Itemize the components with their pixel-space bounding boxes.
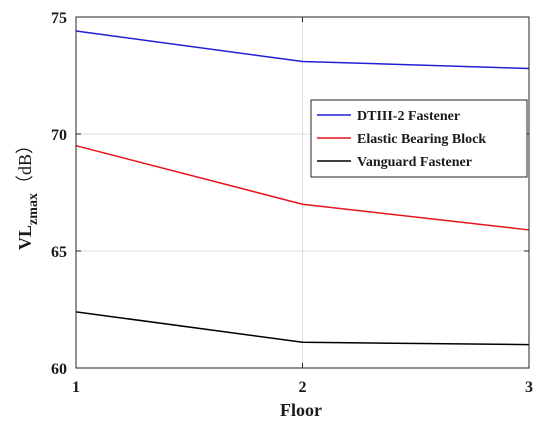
y-tick-label: 70: [51, 127, 67, 144]
legend-label: Elastic Bearing Block: [357, 132, 486, 147]
grid-lines: [75, 16, 530, 369]
series-line-3: [75, 311, 530, 346]
x-tick-label: 2: [299, 379, 307, 396]
y-tick-label: 75: [51, 10, 67, 27]
y-axis-title-unit: （dB）: [15, 136, 35, 193]
y-tick-label: 65: [51, 244, 67, 261]
legend-label: Vanguard Fastener: [357, 155, 472, 170]
y-axis-title: VLzmax（dB）: [15, 136, 41, 250]
y-axis-title-main: VL: [15, 225, 35, 250]
x-axis-title: Floor: [280, 400, 322, 420]
y-axis-title-sub: zmax: [26, 193, 41, 225]
series-line-2: [75, 144, 530, 231]
x-tick-label: 3: [525, 379, 533, 396]
series-line-1: [75, 30, 530, 70]
axis-ticks: 1 2 3 60 65 70 75: [51, 10, 533, 396]
legend-label: DTIII-2 Fastener: [357, 109, 460, 124]
x-tick-label: 1: [72, 379, 80, 396]
series-lines: [75, 30, 530, 346]
y-tick-label: 60: [51, 361, 67, 378]
legend: DTIII-2 Fastener Elastic Bearing Block Van…: [310, 99, 528, 178]
